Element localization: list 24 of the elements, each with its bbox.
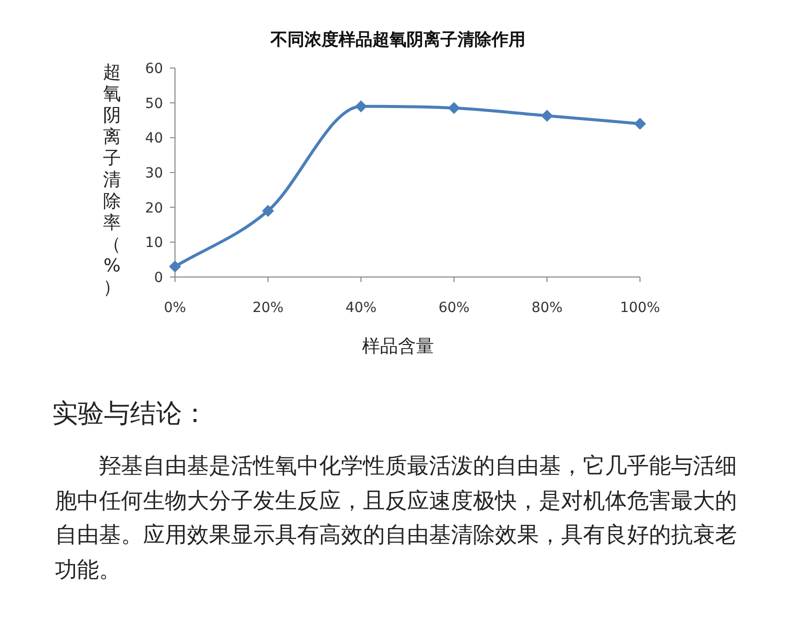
x-tick-label: 0%: [164, 300, 186, 316]
text: 羟基自由基是活性氧中化学性质最活泼的自由基，它几乎能与活细胞中任何生物大分子发生反应，且反应速度极快，是对机体危害最大的自由基。应用效果显示具有高效的自由基清除效果，具有良好的抗衰老功能。: [55, 453, 738, 584]
point: [355, 100, 367, 112]
x-tick-label: 20%: [252, 300, 284, 316]
y-tick-label: 50: [145, 96, 163, 112]
x-tick-label: 60%: [438, 300, 470, 316]
point: [448, 102, 460, 114]
text: 实验与结论：: [52, 398, 208, 431]
point: [541, 110, 553, 122]
y-tick-label: 40: [145, 130, 163, 147]
x-axis-title: 样品含量: [362, 336, 434, 357]
x-tick-label: 40%: [345, 300, 377, 316]
x-tick-label: 100%: [620, 300, 660, 316]
y-tick-label: 60: [145, 61, 163, 77]
y-tick-label: 0: [154, 270, 163, 286]
y-tick-label: 20: [145, 200, 163, 216]
chart-title: 不同浓度样品超氧阴离子清除作用: [270, 30, 526, 50]
y-tick-label: 30: [145, 166, 163, 182]
text: 超氧阴离子清除率（%）: [103, 62, 121, 298]
x-tick-label: 80%: [531, 300, 563, 316]
y-tick-label: 10: [145, 235, 163, 252]
point: [169, 260, 181, 273]
point: [634, 118, 646, 130]
point: [262, 204, 274, 217]
